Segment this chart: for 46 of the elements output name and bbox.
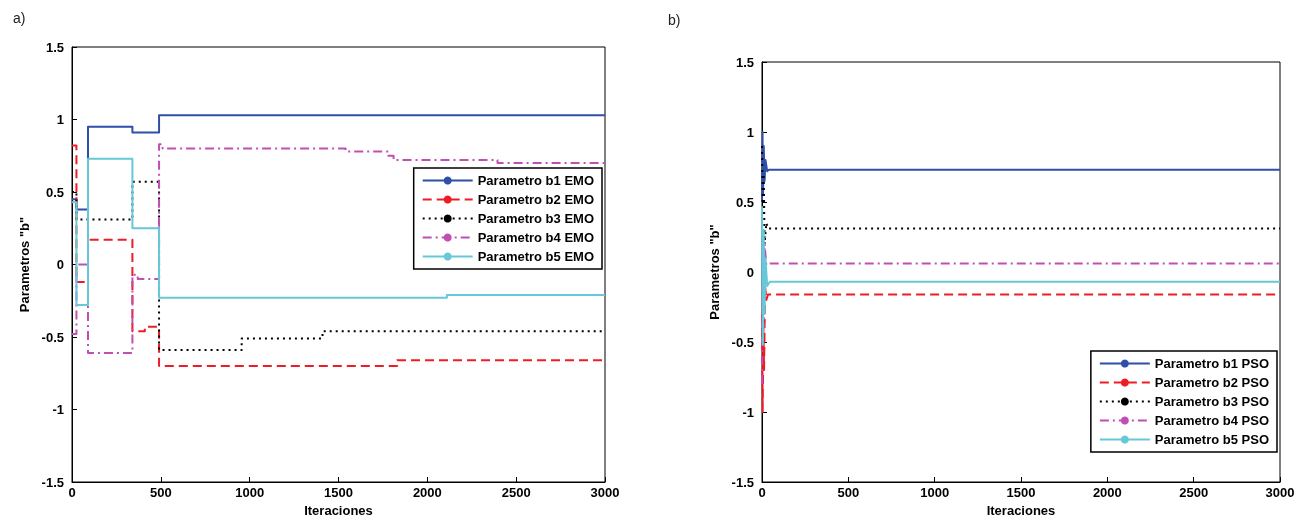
y-tick-label: 1 bbox=[56, 112, 64, 127]
x-tick-label: 1000 bbox=[920, 485, 950, 500]
legend-label: Parametro b1 PSO bbox=[1154, 356, 1269, 371]
y-tick-label: 1.5 bbox=[45, 39, 64, 55]
x-axis-title: Iteraciones bbox=[986, 503, 1056, 518]
chart-title: a) bbox=[13, 10, 26, 26]
x-tick-label: 0 bbox=[68, 485, 76, 500]
x-tick-label: 500 bbox=[149, 485, 172, 500]
y-axis-title: Parametros "b" bbox=[16, 216, 32, 313]
y-tick-label: -1.5 bbox=[41, 474, 64, 490]
y-tick-label: 0.5 bbox=[735, 194, 754, 210]
y-tick-label: 0.5 bbox=[45, 184, 64, 200]
legend-label: Parametro b4 PSO bbox=[1154, 413, 1269, 428]
y-axis-title: Parametros "b" bbox=[706, 224, 722, 320]
x-tick-label: 500 bbox=[837, 485, 860, 500]
legend-label: Parametro b2 EMO bbox=[477, 192, 595, 207]
y-tick-label: -0.5 bbox=[731, 334, 754, 350]
x-tick-label: 2000 bbox=[412, 485, 442, 500]
x-tick-label: 1500 bbox=[324, 485, 353, 500]
legend-label: Parametro b3 PSO bbox=[1154, 394, 1269, 409]
y-tick-label: -1 bbox=[742, 404, 754, 420]
y-tick-label: 1 bbox=[746, 124, 754, 140]
line-series bbox=[761, 205, 1281, 346]
y-tick-label: 0 bbox=[56, 257, 64, 272]
x-tick-label: 2500 bbox=[501, 485, 531, 500]
y-tick-label: 1.5 bbox=[735, 54, 754, 70]
y-tick-label: -0.5 bbox=[41, 329, 64, 345]
legend-label: Parametro b5 PSO bbox=[1154, 432, 1269, 447]
chart-title: b) bbox=[668, 12, 681, 28]
x-tick-label: 3000 bbox=[1265, 485, 1295, 500]
x-tick-label: 1000 bbox=[235, 485, 265, 500]
x-tick-label: 3000 bbox=[590, 485, 620, 500]
y-tick-label: -1 bbox=[52, 402, 64, 417]
x-tick-label: 2500 bbox=[1179, 485, 1209, 500]
legend-label: Parametro b5 EMO bbox=[477, 249, 595, 264]
y-tick-label: -1.5 bbox=[731, 474, 754, 490]
x-tick-label: 1500 bbox=[1006, 485, 1036, 500]
legend-label: Parametro b3 EMO bbox=[477, 211, 595, 226]
legend-label: Parametro b4 EMO bbox=[477, 230, 595, 245]
x-axis-title: Iteraciones bbox=[304, 503, 373, 518]
x-tick-label: 0 bbox=[758, 485, 766, 500]
legend-label: Parametro b2 PSO bbox=[1154, 375, 1269, 390]
x-tick-label: 2000 bbox=[1092, 485, 1122, 500]
legend-label: Parametro b1 EMO bbox=[477, 173, 595, 188]
line-series bbox=[761, 131, 1281, 203]
y-tick-label: 0 bbox=[746, 264, 754, 280]
